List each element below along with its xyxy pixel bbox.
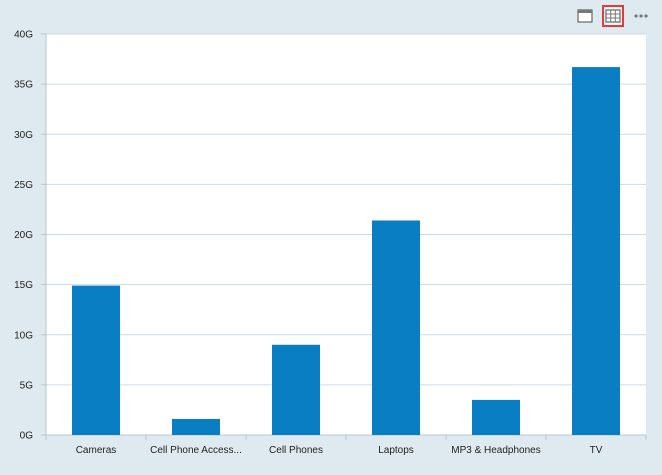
more-icon[interactable] [630, 5, 652, 27]
x-tick-label: TV [590, 445, 603, 456]
y-tick-label: 15G [14, 280, 33, 291]
chart-svg: 0G 5G 10G 15G 20G 25G 30G 35G 40G Cameras Cell Pho… [14, 30, 647, 456]
x-tick-label: Laptops [378, 445, 414, 456]
y-tick-label: 5G [20, 380, 34, 391]
x-tick-label: Cameras [76, 445, 117, 456]
bar-chart: 0G 5G 10G 15G 20G 25G 30G 35G 40G Cameras Cell Pho… [0, 30, 662, 475]
bar-cell-phone-access [172, 418, 220, 435]
bar-tv [572, 67, 620, 435]
x-tick-label: Cell Phones [269, 445, 323, 456]
y-tick-label: 0G [20, 431, 34, 442]
window-icon[interactable] [574, 5, 596, 27]
y-tick-label: 10G [14, 330, 33, 341]
bar-cell-phones [272, 344, 320, 435]
y-tick-label: 30G [14, 130, 33, 141]
y-tick-label: 40G [14, 30, 33, 41]
bar-cameras [72, 285, 120, 435]
y-tick-label: 25G [14, 180, 33, 191]
bar-laptops [372, 220, 420, 435]
table-icon[interactable] [602, 5, 624, 27]
chart-toolbar [574, 2, 662, 30]
bar-mp3-headphones [472, 399, 520, 435]
x-tick-label: MP3 & Headphones [451, 445, 541, 456]
y-tick-label: 20G [14, 230, 33, 241]
y-tick-label: 35G [14, 80, 33, 91]
x-tick-label: Cell Phone Access... [150, 445, 242, 456]
